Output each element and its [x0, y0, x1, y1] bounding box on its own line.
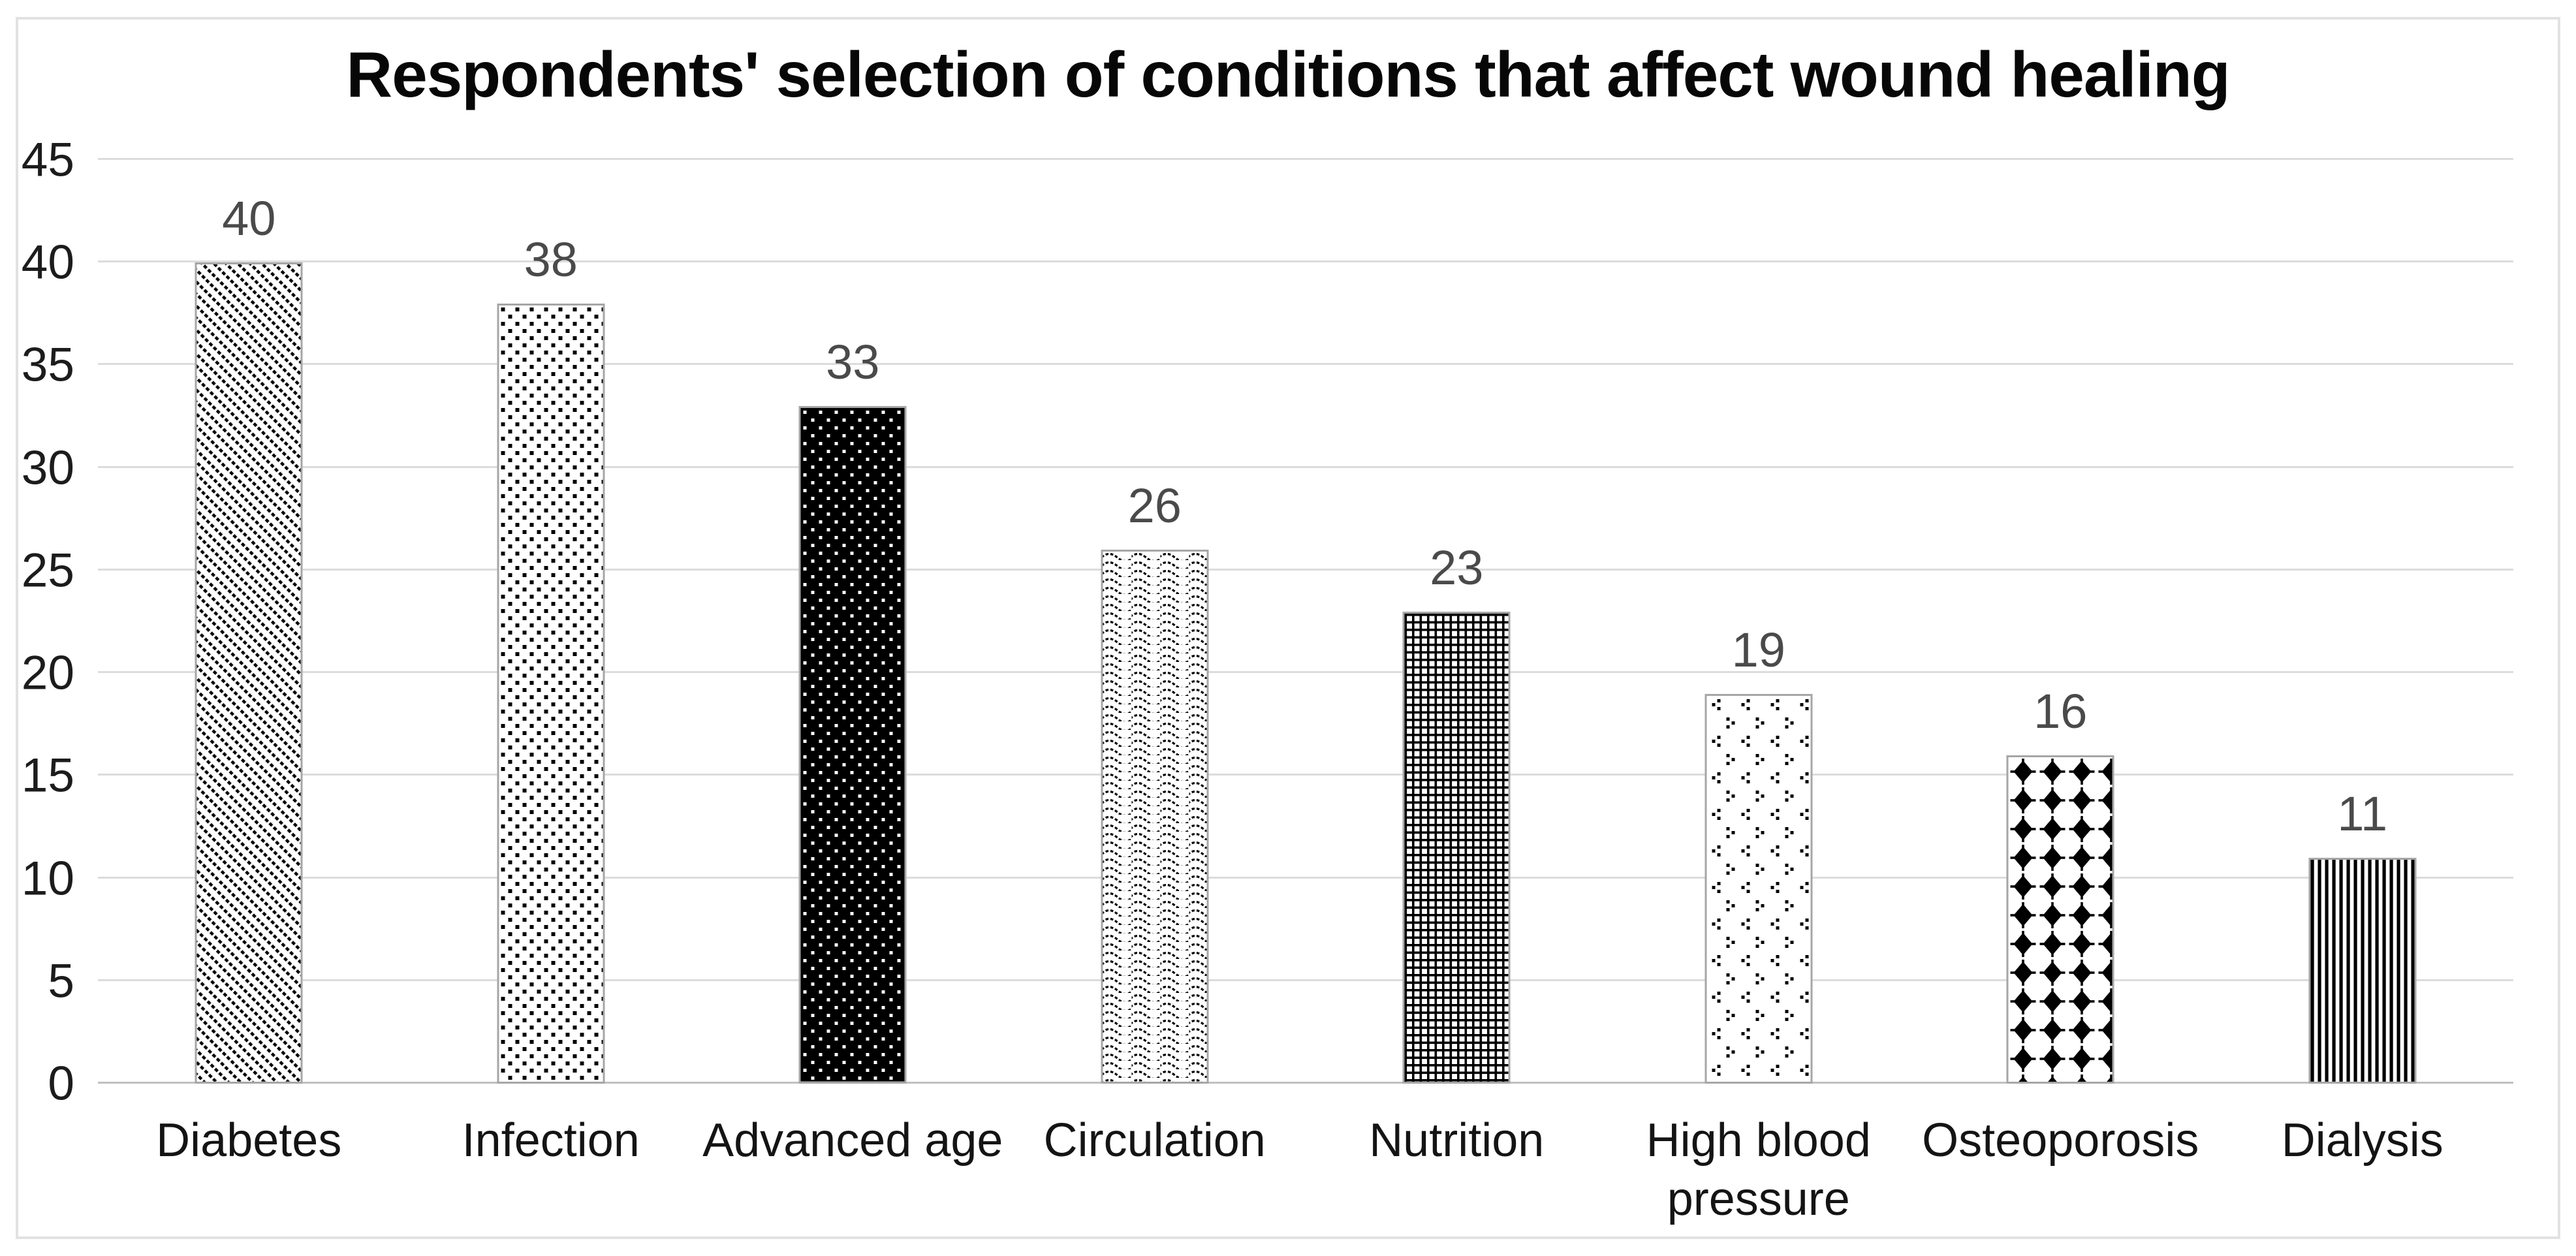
plot-area [98, 158, 2513, 1084]
bar-dialysis [2308, 858, 2417, 1084]
value-label: 40 [222, 191, 276, 246]
bar-slot: 40 [98, 160, 400, 1084]
y-tick-label-35: 35 [21, 338, 74, 392]
category-label: Advanced age [702, 1114, 1003, 1167]
category-label: Infection [462, 1114, 640, 1167]
chart-title: Respondents' selection of conditions tha… [346, 39, 2230, 110]
y-tick-label-25: 25 [21, 544, 74, 597]
value-label: 19 [1731, 622, 1785, 677]
y-tick-label-30: 30 [21, 441, 74, 495]
gridline-25 [98, 568, 2513, 571]
bar-slot: 16 [1909, 160, 2212, 1084]
value-label: 26 [1127, 479, 1182, 533]
bar-slot: 33 [702, 160, 1004, 1084]
gridline-45 [98, 158, 2513, 160]
y-tick-label-0: 0 [48, 1057, 74, 1110]
y-tick-label-5: 5 [48, 954, 74, 1008]
bar-slot: 11 [2212, 160, 2514, 1084]
bar-nutrition [1402, 611, 1511, 1084]
category-label: Dialysis [2281, 1114, 2443, 1167]
bar-diabetes [195, 262, 303, 1084]
y-tick-label-40: 40 [21, 236, 74, 289]
category-label: Circulation [1043, 1114, 1266, 1167]
category-label: Osteoporosis [1922, 1114, 2199, 1167]
bar-circulation [1101, 550, 1209, 1084]
y-axis-tick-labels: 0 5 10 15 20 25 30 35 40 45 [0, 136, 74, 1108]
gridline-20 [98, 671, 2513, 674]
category-label: Diabetes [156, 1114, 342, 1167]
y-tick-label-10: 10 [21, 852, 74, 905]
value-label: 11 [2337, 787, 2388, 841]
chart-border-frame [16, 17, 2560, 1239]
x-axis-category-labels: Diabetes Infection Advanced age Circulation… [98, 1111, 2513, 1229]
value-label: 23 [1430, 540, 1484, 595]
value-label: 16 [2034, 683, 2088, 738]
bar-infection [497, 304, 605, 1084]
value-label: 33 [826, 335, 880, 390]
gridline-5 [98, 979, 2513, 981]
bar-slot: 38 [400, 160, 702, 1084]
bar-osteoporosis [2006, 755, 2114, 1084]
gridline-10 [98, 876, 2513, 879]
gridline-40 [98, 260, 2513, 263]
category-label: Nutrition [1369, 1114, 1545, 1167]
value-label: 38 [524, 232, 578, 287]
gridline-15 [98, 774, 2513, 776]
bar-slot: 23 [1306, 160, 1608, 1084]
bar-advanced-age [798, 406, 907, 1084]
bar-slot: 26 [1004, 160, 1306, 1084]
bar-high-blood-pressure [1704, 693, 1813, 1084]
bar-series: 40 38 33 26 23 19 16 11 [98, 160, 2513, 1084]
gridline-35 [98, 363, 2513, 366]
gridline-0 [98, 1082, 2513, 1084]
y-tick-label-20: 20 [21, 646, 74, 700]
y-tick-label-15: 15 [21, 749, 74, 802]
y-tick-label-45: 45 [21, 133, 74, 187]
bar-slot: 19 [1608, 160, 1910, 1084]
category-label: High blood pressure [1646, 1114, 1871, 1225]
gridline-30 [98, 465, 2513, 468]
